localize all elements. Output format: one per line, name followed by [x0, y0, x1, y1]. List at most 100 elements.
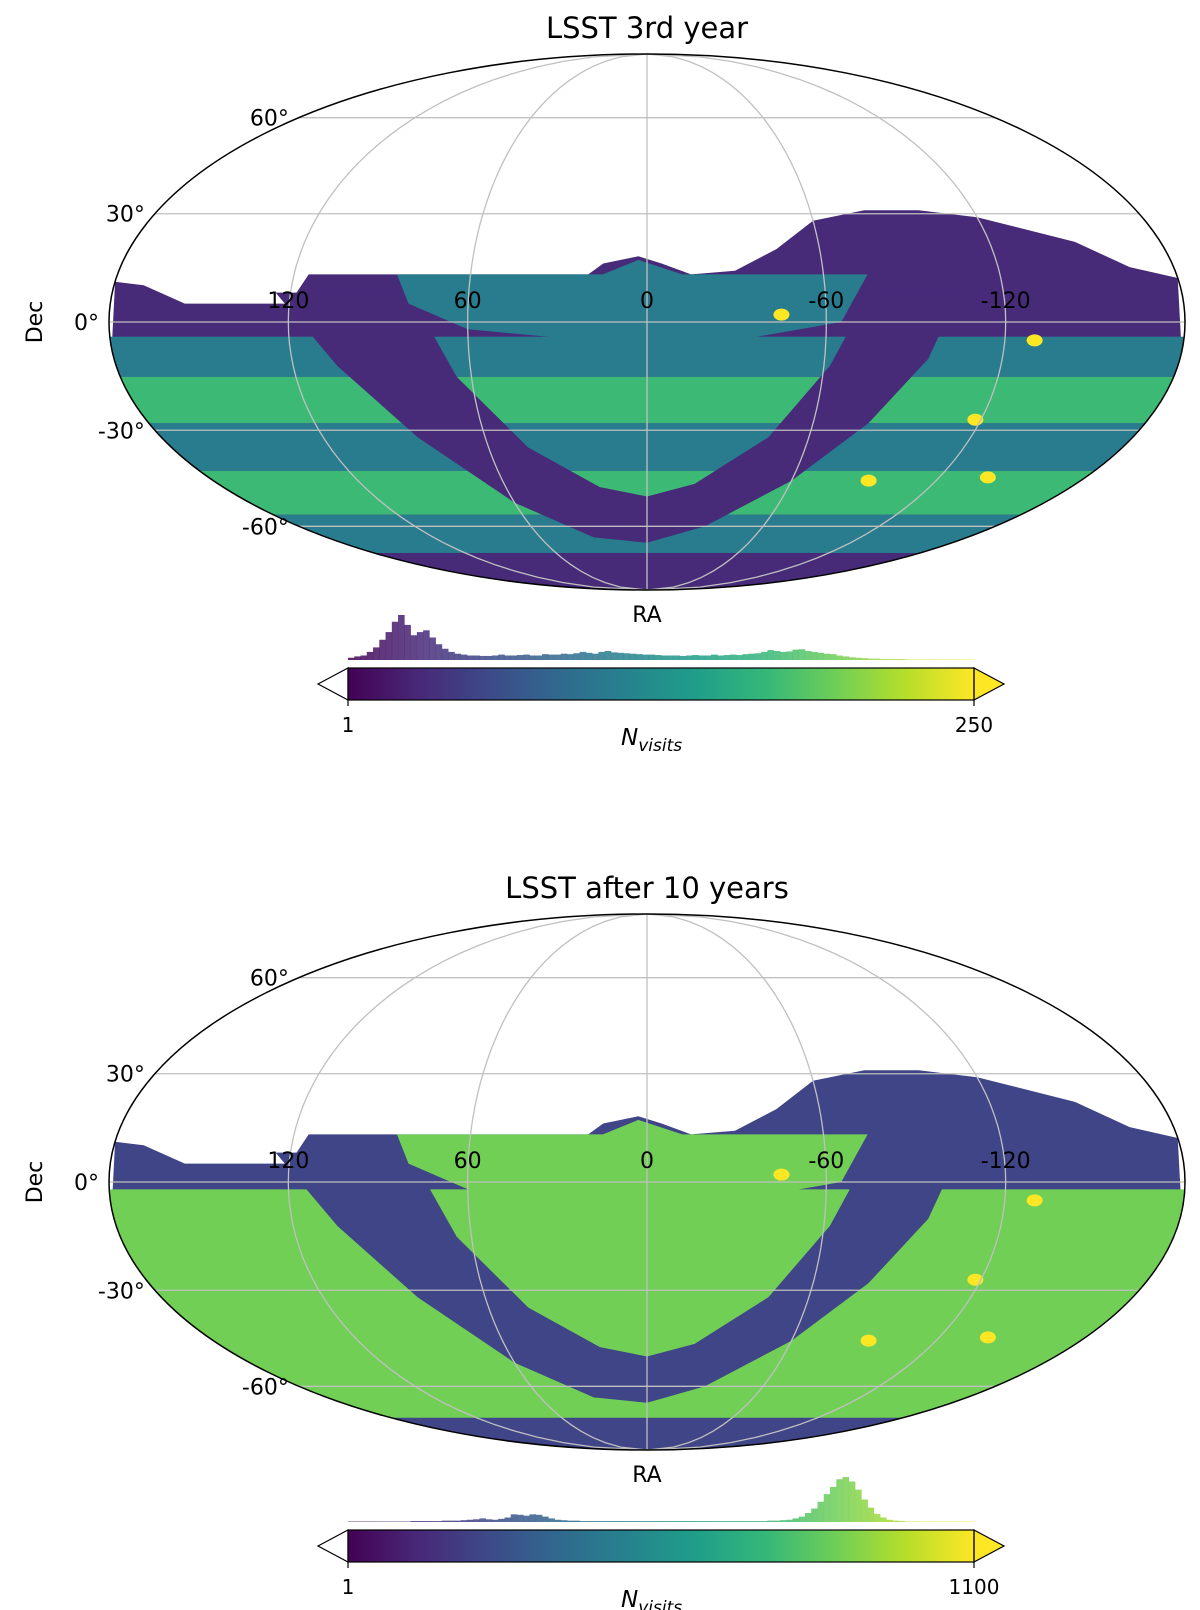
- histogram-bar: [554, 654, 562, 660]
- ra-gridline: [646, 53, 1007, 591]
- map-border: [108, 913, 1186, 1451]
- histogram-bar: [767, 650, 774, 660]
- histogram-bar: [416, 632, 424, 660]
- histogram-bar: [548, 654, 555, 660]
- ra-tick-label: -120: [981, 289, 1031, 314]
- histogram-bar: [792, 649, 800, 660]
- histogram-bar: [535, 1514, 543, 1522]
- histogram-bar: [830, 654, 837, 660]
- histogram-bar: [679, 1521, 687, 1522]
- histogram-bar: [673, 655, 681, 660]
- histogram-bar: [473, 1519, 480, 1522]
- histogram-bar: [429, 637, 436, 660]
- histogram-bar: [592, 1521, 599, 1522]
- deep-drilling-field-0: [773, 308, 790, 321]
- histogram-bar: [736, 1521, 743, 1522]
- histogram-bar: [792, 1518, 800, 1522]
- histogram-bar: [623, 1521, 630, 1522]
- histogram-bar: [830, 1486, 837, 1522]
- histogram-bar: [473, 655, 480, 660]
- histogram-bar: [573, 1520, 580, 1522]
- histogram-bar: [529, 655, 537, 660]
- histogram-bar: [886, 659, 893, 660]
- histogram-bar: [629, 1521, 637, 1522]
- deep-drilling-field-4: [979, 471, 996, 484]
- histogram-bar: [667, 1521, 674, 1522]
- histogram-bar: [704, 1521, 712, 1522]
- colorbar-label: Nvisits: [621, 725, 682, 756]
- histogram-bar: [886, 1519, 893, 1522]
- histogram-bar: [423, 1521, 430, 1522]
- colorbar-label-main: N: [621, 1587, 638, 1610]
- histogram-bar: [517, 1514, 524, 1522]
- histogram-bar: [554, 1519, 562, 1522]
- histogram-bar: [448, 1520, 455, 1522]
- map-border: [108, 53, 1186, 591]
- histogram-bar: [416, 1521, 424, 1522]
- histogram-bar: [635, 1521, 643, 1522]
- dec-tick-label: 0°: [74, 1171, 99, 1196]
- histogram-bar: [804, 1513, 812, 1522]
- histogram-bar: [348, 657, 355, 660]
- deep-drilling-field-4: [979, 1331, 996, 1344]
- chart-title: LSST 3rd year: [546, 11, 748, 45]
- histogram-bar: [423, 630, 430, 660]
- histogram-bar: [441, 648, 449, 660]
- histogram-bar: [704, 655, 712, 660]
- ra-gridline: [467, 53, 648, 591]
- y-axis-label: Dec: [23, 301, 48, 344]
- histogram-bar: [604, 1521, 612, 1522]
- sky-map-panel-year3: LSST 3rd year 120 60 0 -60 -120 60° 30° 0° -30° -6…: [23, 11, 1186, 756]
- histogram-bar: [717, 655, 724, 660]
- ra-gridline: [467, 913, 648, 1451]
- histogram-bar: [491, 1519, 499, 1522]
- histogram-bar: [435, 644, 443, 660]
- histogram-bar: [848, 657, 856, 660]
- histogram-bar: [873, 658, 881, 660]
- histogram-bar: [779, 651, 787, 660]
- histogram-bar: [748, 1521, 756, 1522]
- histogram-bar: [579, 651, 587, 660]
- histogram-bar: [654, 655, 662, 660]
- ra-tick-label: 0: [640, 289, 654, 314]
- colorbar-label-subscript: visits: [638, 1598, 682, 1610]
- ra-gridline: [287, 913, 648, 1451]
- histogram-bar: [892, 1520, 900, 1522]
- histogram-bar: [485, 655, 493, 660]
- histogram-bar: [742, 654, 749, 660]
- y-axis-label: Dec: [23, 1161, 48, 1204]
- histogram-bar: [711, 1521, 718, 1522]
- histogram-bar: [773, 1520, 781, 1522]
- histogram-bar: [873, 1513, 881, 1522]
- deep-drilling-field-3: [860, 474, 877, 487]
- dec-tick-label: -30°: [98, 419, 145, 444]
- histogram-bar: [573, 653, 580, 660]
- colorbar-border: [347, 667, 975, 701]
- dec-tick-label: -60°: [242, 515, 289, 540]
- ra-gridline: [646, 913, 827, 1451]
- histogram-bar: [429, 1521, 436, 1522]
- histogram-bar: [379, 639, 386, 660]
- histogram-bar: [748, 653, 756, 660]
- histogram-bar: [617, 652, 624, 660]
- histogram-bar: [898, 659, 906, 660]
- histogram-bar: [848, 1481, 856, 1522]
- ra-tick-label: 60: [454, 1149, 482, 1174]
- x-axis-label: RA: [632, 1463, 661, 1488]
- colorbar-extend-min: [316, 1529, 349, 1563]
- histogram-bar: [610, 652, 618, 660]
- dec-tick-label: 60°: [250, 967, 289, 992]
- histogram-bar: [686, 655, 693, 660]
- histogram-bar: [542, 654, 549, 660]
- histogram-bar: [504, 655, 512, 660]
- histogram-bar: [786, 651, 793, 660]
- histogram-bar: [560, 653, 568, 660]
- deep-drilling-field-1: [1026, 1194, 1043, 1207]
- histogram-bar: [692, 1521, 699, 1522]
- histogram-bar: [517, 655, 524, 660]
- colorbar-label: Nvisits: [621, 1587, 682, 1610]
- equatorial-box-region: [397, 259, 868, 341]
- histogram-bar: [635, 654, 643, 660]
- histogram-bar: [842, 656, 850, 660]
- histogram-bar: [642, 654, 649, 660]
